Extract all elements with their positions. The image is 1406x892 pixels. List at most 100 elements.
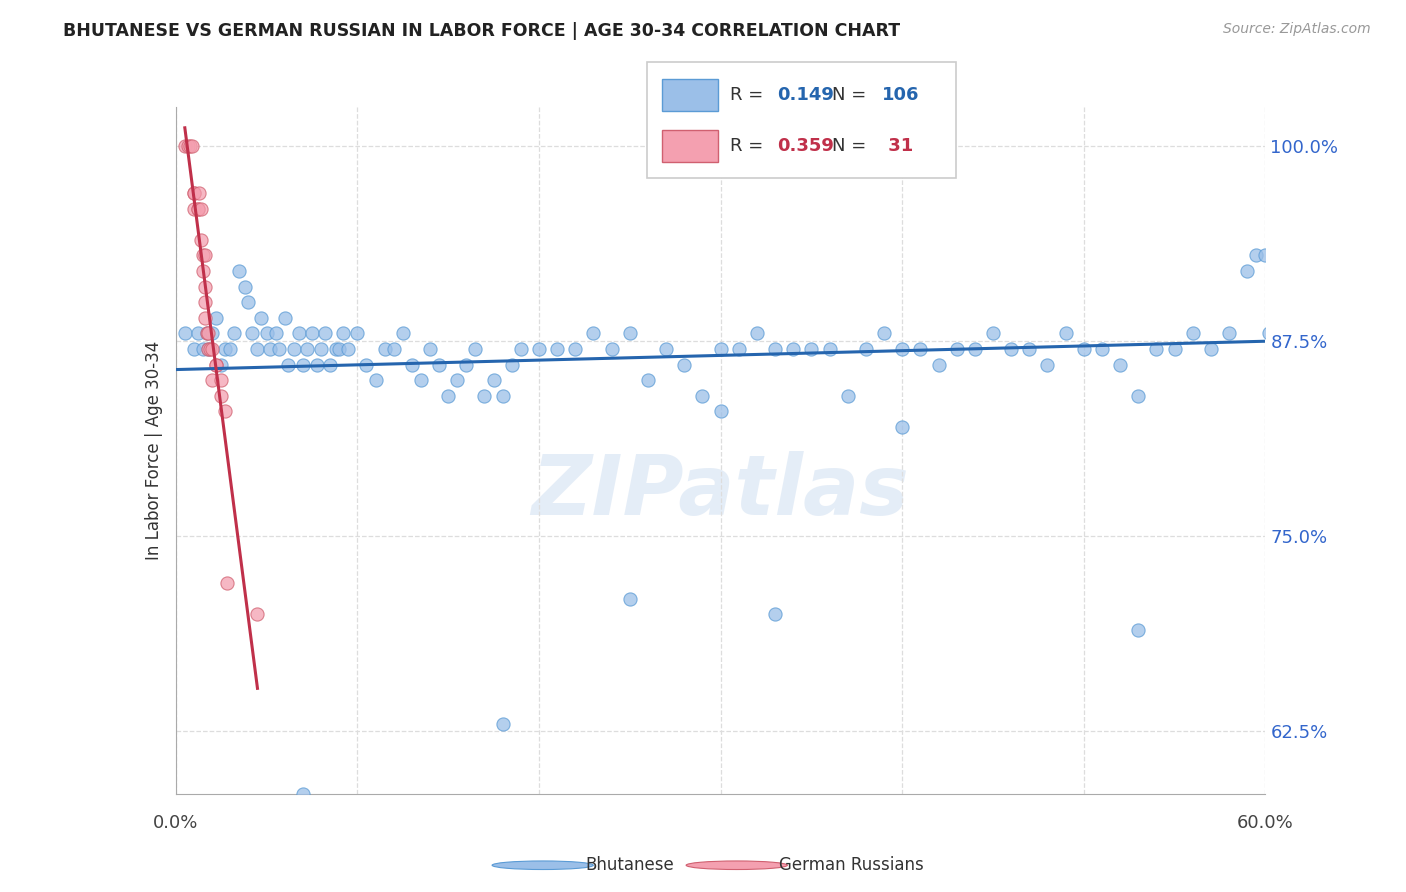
Point bbox=[1286, 451, 1309, 466]
Point bbox=[173, 326, 195, 341]
Point bbox=[1277, 139, 1299, 153]
Point bbox=[837, 389, 859, 403]
Point bbox=[391, 326, 413, 341]
Point bbox=[1199, 342, 1222, 356]
Point bbox=[745, 326, 768, 341]
Point bbox=[464, 342, 486, 356]
Point bbox=[183, 342, 205, 356]
Point bbox=[1163, 342, 1185, 356]
Point bbox=[673, 358, 696, 372]
Text: 31: 31 bbox=[882, 137, 912, 155]
Point bbox=[325, 342, 347, 356]
Point bbox=[238, 295, 260, 310]
Point bbox=[600, 342, 623, 356]
Point bbox=[855, 342, 877, 356]
Point bbox=[204, 358, 226, 372]
Point bbox=[474, 389, 496, 403]
Point bbox=[782, 342, 804, 356]
Point bbox=[1254, 248, 1277, 262]
Point bbox=[427, 358, 450, 372]
Point bbox=[710, 342, 733, 356]
Point bbox=[307, 358, 329, 372]
Point bbox=[264, 326, 287, 341]
Point bbox=[1272, 202, 1295, 216]
Point bbox=[214, 342, 236, 356]
Point bbox=[891, 420, 914, 434]
Point bbox=[1091, 342, 1114, 356]
Point bbox=[546, 342, 568, 356]
Point bbox=[981, 326, 1004, 341]
Point bbox=[928, 358, 950, 372]
Y-axis label: In Labor Force | Age 30-34: In Labor Force | Age 30-34 bbox=[145, 341, 163, 560]
Point bbox=[492, 716, 515, 731]
Point bbox=[188, 186, 211, 200]
Point bbox=[1246, 248, 1268, 262]
Point bbox=[374, 342, 396, 356]
Point bbox=[194, 310, 217, 325]
Point bbox=[619, 591, 641, 606]
Point bbox=[186, 202, 209, 216]
Point bbox=[173, 139, 195, 153]
Point bbox=[582, 326, 605, 341]
Point bbox=[1109, 358, 1132, 372]
Point bbox=[219, 342, 242, 356]
Point bbox=[197, 342, 219, 356]
Point bbox=[197, 342, 219, 356]
Text: 60.0%: 60.0% bbox=[1237, 814, 1294, 832]
Text: R =: R = bbox=[730, 86, 769, 103]
Point bbox=[309, 342, 332, 356]
Text: BHUTANESE VS GERMAN RUSSIAN IN LABOR FORCE | AGE 30-34 CORRELATION CHART: BHUTANESE VS GERMAN RUSSIAN IN LABOR FOR… bbox=[63, 22, 900, 40]
Point bbox=[259, 342, 281, 356]
Point bbox=[1054, 326, 1077, 341]
Point bbox=[437, 389, 460, 403]
Circle shape bbox=[492, 861, 593, 870]
Point bbox=[233, 279, 256, 293]
Point bbox=[637, 373, 659, 387]
Point bbox=[328, 342, 350, 356]
Point bbox=[564, 342, 586, 356]
Point bbox=[228, 264, 250, 278]
Point bbox=[891, 342, 914, 356]
Point bbox=[492, 389, 515, 403]
Point bbox=[209, 389, 232, 403]
Point bbox=[204, 358, 226, 372]
Point bbox=[201, 342, 224, 356]
Text: 0.149: 0.149 bbox=[776, 86, 834, 103]
Point bbox=[1236, 264, 1258, 278]
Point bbox=[314, 326, 336, 341]
Point bbox=[501, 358, 523, 372]
Point bbox=[191, 264, 214, 278]
Point bbox=[1036, 358, 1059, 372]
Point bbox=[194, 248, 217, 262]
Point bbox=[204, 310, 226, 325]
Text: 0.359: 0.359 bbox=[776, 137, 834, 155]
Point bbox=[337, 342, 360, 356]
Point bbox=[240, 326, 263, 341]
Text: R =: R = bbox=[730, 137, 769, 155]
Point bbox=[195, 326, 218, 341]
Point bbox=[1146, 342, 1168, 356]
Text: ZIPatlas: ZIPatlas bbox=[531, 451, 910, 533]
Point bbox=[332, 326, 354, 341]
Point bbox=[190, 233, 212, 247]
Point bbox=[283, 342, 305, 356]
Point bbox=[509, 342, 531, 356]
Point bbox=[274, 310, 297, 325]
Point bbox=[692, 389, 714, 403]
Point bbox=[291, 358, 314, 372]
Circle shape bbox=[686, 861, 787, 870]
Point bbox=[246, 607, 269, 622]
Point bbox=[250, 310, 273, 325]
Point bbox=[183, 202, 205, 216]
Point bbox=[194, 279, 217, 293]
Point bbox=[246, 342, 269, 356]
Point bbox=[482, 373, 505, 387]
Point bbox=[181, 139, 204, 153]
Point bbox=[1281, 342, 1303, 356]
Point bbox=[1000, 342, 1022, 356]
Point bbox=[319, 358, 342, 372]
Point bbox=[201, 326, 224, 341]
Point bbox=[401, 358, 423, 372]
Text: N =: N = bbox=[832, 137, 872, 155]
Point bbox=[1258, 326, 1281, 341]
